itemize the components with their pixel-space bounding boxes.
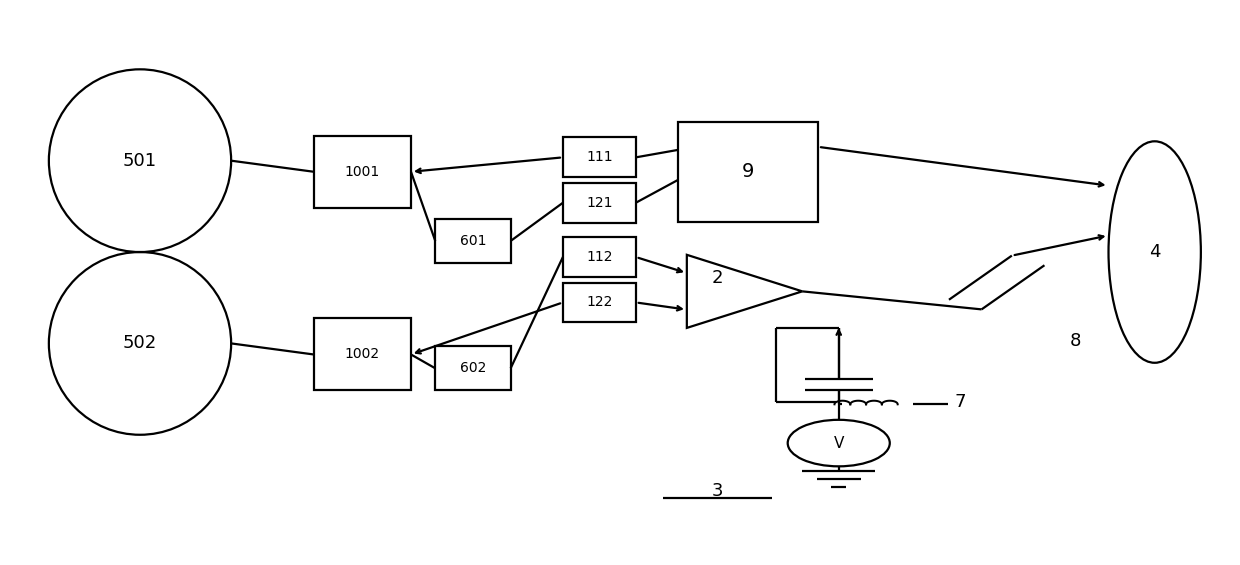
Bar: [563, 137, 636, 177]
Text: 601: 601: [460, 234, 486, 248]
Text: 1001: 1001: [345, 165, 379, 179]
Text: 501: 501: [123, 151, 157, 170]
Text: 3: 3: [712, 483, 723, 500]
Bar: [435, 219, 511, 263]
Text: 112: 112: [587, 250, 613, 264]
Text: 2: 2: [712, 268, 723, 286]
Text: 502: 502: [123, 334, 157, 353]
Bar: [314, 136, 410, 208]
Text: 602: 602: [460, 362, 486, 375]
Bar: [563, 282, 636, 323]
Text: V: V: [833, 436, 844, 450]
Text: 121: 121: [587, 195, 613, 210]
Text: 4: 4: [1149, 243, 1161, 261]
Bar: [563, 237, 636, 277]
Bar: [435, 346, 511, 390]
Text: 7: 7: [954, 393, 966, 411]
Text: 111: 111: [587, 150, 613, 164]
Bar: [678, 122, 818, 221]
Text: 8: 8: [1070, 332, 1081, 350]
Text: 1002: 1002: [345, 347, 379, 362]
Text: 122: 122: [587, 295, 613, 310]
Text: 9: 9: [742, 162, 754, 181]
Bar: [314, 319, 410, 390]
Bar: [563, 183, 636, 223]
